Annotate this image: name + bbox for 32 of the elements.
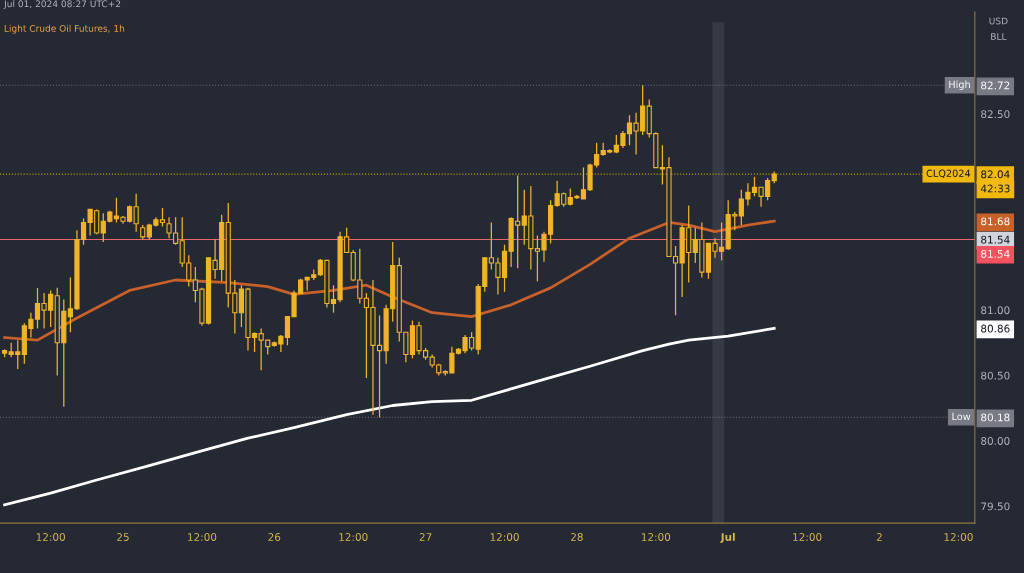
text: 42:33 [980,184,1010,193]
y-tick-label: 79.50 [981,502,1010,511]
y-tick-label: 82.50 [981,110,1010,119]
ref-line-label: CLQ2024 [926,169,971,179]
x-tick-label: 28 [571,533,583,541]
x-tick-label: Jul [720,532,735,543]
y-tick-label: 82.72 [981,81,1010,90]
y-tick-label: 80.86 [981,324,1010,333]
x-tick-label: 12:00 [188,533,217,541]
y-tick-label: 82.04 [981,170,1010,179]
text: BLL [991,33,1007,40]
x-tick-label: 12:00 [944,533,973,541]
text: Jul 01, 2024 08:27 UTC+2 [3,0,121,9]
y-tick-label: 81.00 [981,306,1010,315]
text: USD [989,17,1008,25]
y-tick-label: 81.54 [981,235,1010,244]
x-tick-label: 26 [268,533,281,541]
text: Light Crude Oil Futures, 1h [4,24,125,34]
ref-line-label: High [949,80,970,90]
y-tick-label: 80.00 [981,437,1010,445]
ref-line-label: Low [952,412,971,421]
y-tick-label: 80.50 [981,371,1010,380]
y-tick-label: 80.18 [981,413,1010,422]
x-tick-label: 12:00 [641,533,671,541]
x-tick-label: 12:00 [36,533,65,541]
x-tick-label: 25 [117,533,129,541]
x-tick-label: 27 [419,533,432,541]
x-tick-label: 12:00 [490,533,519,541]
x-tick-label: 2 [876,533,882,541]
y-tick-label: 81.68 [981,217,1010,226]
x-tick-label: 12:00 [339,533,368,541]
x-tick-label: 12:00 [793,533,822,541]
